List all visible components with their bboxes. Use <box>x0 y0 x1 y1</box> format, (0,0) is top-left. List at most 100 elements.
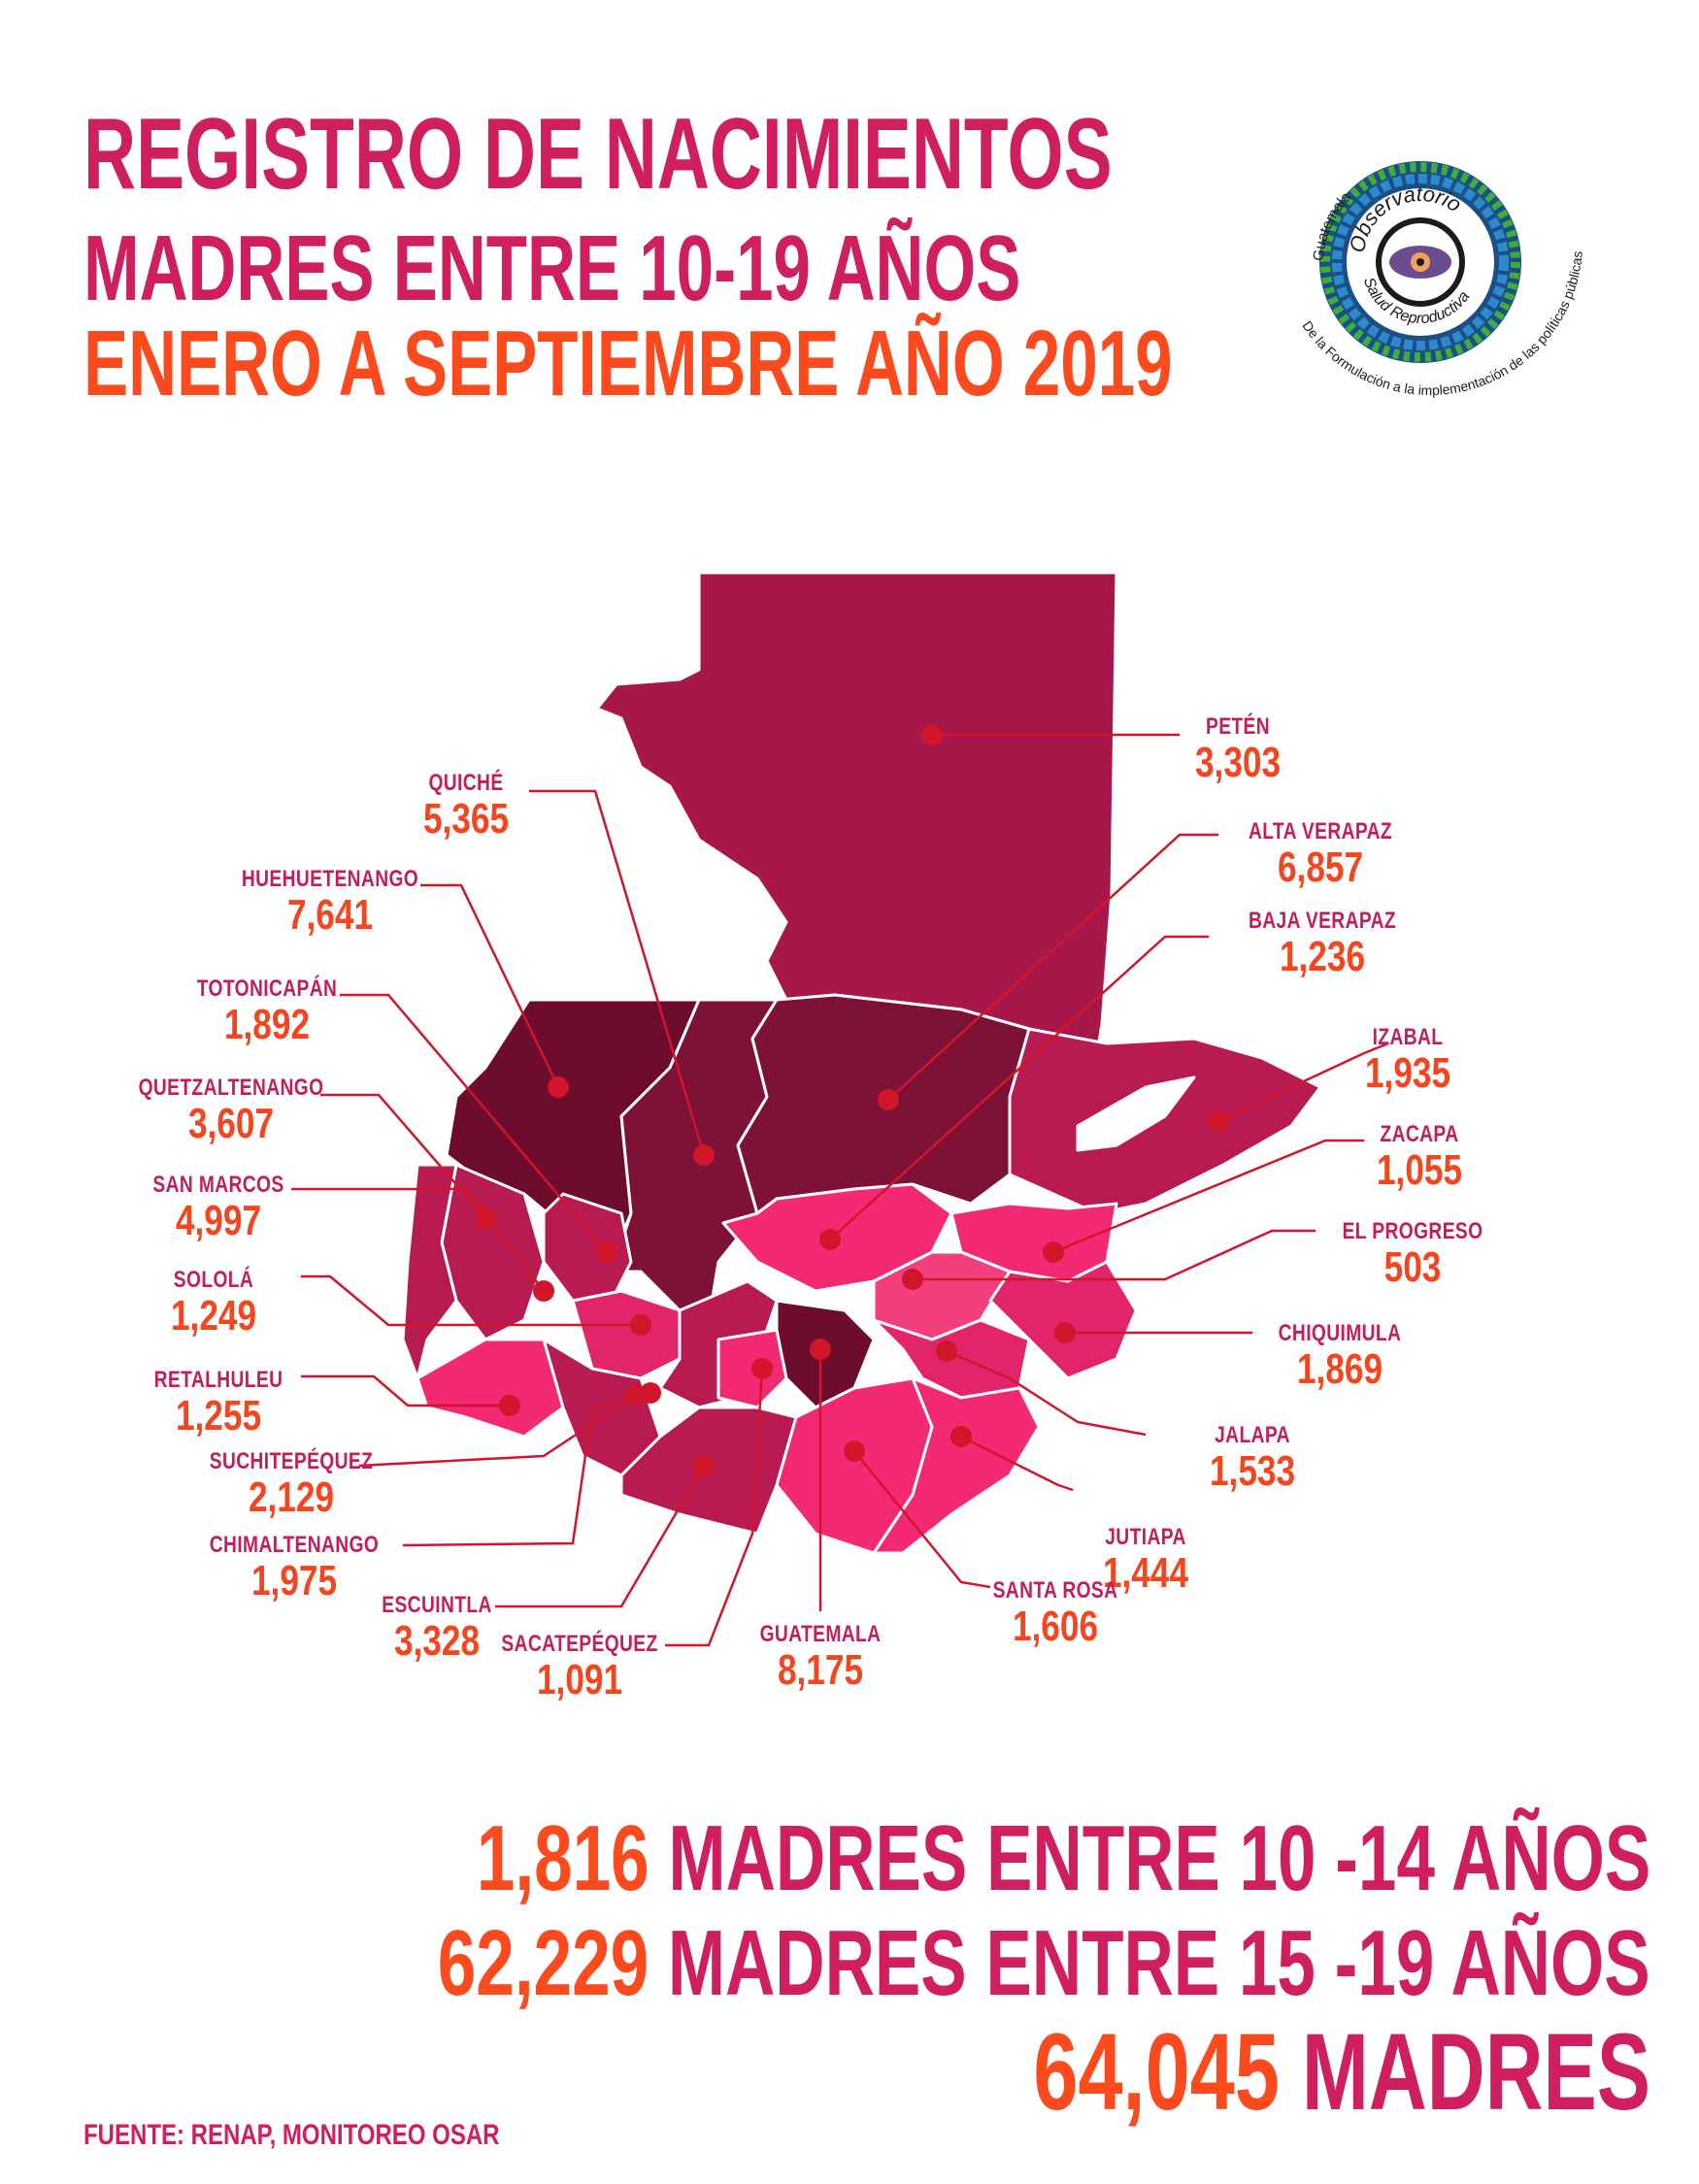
department-label-petén: PETÉN 3,303 <box>1184 713 1291 785</box>
marker-izabal <box>1208 1110 1229 1132</box>
summary-15-19-number: 62,229 <box>438 1911 650 2015</box>
marker-el-progreso <box>902 1269 923 1290</box>
observatorio-logo: Guatemala Observatorio Salud Reproductiv… <box>1299 161 1585 398</box>
leader-line-san-marcos <box>291 1187 545 1292</box>
marker-petén <box>921 724 943 745</box>
department-value: 1,606 <box>1012 1603 1099 1650</box>
department-label-zacapa: ZACAPA 1,055 <box>1366 1121 1473 1193</box>
summary-10-14-number: 1,816 <box>476 1806 650 1910</box>
marker-retalhuleu <box>499 1395 520 1416</box>
region-chiquimula <box>988 1260 1138 1380</box>
department-name: QUETZALTENANGO <box>138 1075 324 1101</box>
department-value: 4,997 <box>175 1197 262 1244</box>
department-name: IZABAL <box>1372 1024 1444 1050</box>
department-value: 1,533 <box>1209 1447 1296 1495</box>
department-label-alta-verapaz: ALTA VERAPAZ 6,857 <box>1230 818 1410 890</box>
leader-line-sololá <box>301 1274 641 1327</box>
marker-sololá <box>630 1314 651 1336</box>
department-value: 3,328 <box>393 1617 481 1665</box>
title-line-3: ENERO A SEPTIEMBRE AÑO 2019 <box>83 312 1173 415</box>
department-value: 1,255 <box>175 1392 262 1439</box>
summary-total-number: 64,045 <box>1033 2011 1280 2133</box>
region-izabal <box>1008 1027 1322 1215</box>
department-value: 3,303 <box>1194 739 1282 786</box>
summary-15-19: 62,229 MADRES ENTRE 15 -19 AÑOS <box>438 1910 1650 2017</box>
department-name: CHIMALTENANGO <box>209 1532 380 1558</box>
marker-baja-verapaz <box>819 1229 841 1250</box>
department-label-baja-verapaz: BAJA VERAPAZ 1,236 <box>1230 908 1415 979</box>
department-label-suchitepéquez: SUCHITEPÉQUEZ 2,129 <box>189 1448 394 1520</box>
department-label-jutiapa: JUTIAPA 1,444 <box>1092 1524 1199 1596</box>
department-label-quiché: QUICHÉ 5,365 <box>413 770 519 842</box>
marker-alta-verapaz <box>878 1089 899 1110</box>
lake-izabal <box>1076 1075 1196 1152</box>
department-label-san-marcos: SAN MARCOS 4,997 <box>136 1172 300 1243</box>
department-label-el-progreso: EL PROGRESO 503 <box>1324 1218 1500 1290</box>
marker-quiché <box>693 1144 715 1166</box>
department-name: SUCHITEPÉQUEZ <box>209 1448 374 1474</box>
department-name: SOLOLÁ <box>173 1267 254 1293</box>
marker-guatemala <box>810 1339 831 1360</box>
leader-line-escuintla <box>495 1465 706 1608</box>
department-name: ZACAPA <box>1380 1121 1459 1147</box>
leader-line-jalapa <box>946 1349 1147 1437</box>
department-name: EL PROGRESO <box>1342 1218 1483 1244</box>
department-value: 8,175 <box>777 1646 864 1694</box>
marker-jutiapa <box>950 1426 972 1447</box>
department-name: SANTA ROSA <box>992 1577 1118 1604</box>
summary-10-14: 1,816 MADRES ENTRE 10 -14 AÑOS <box>477 1805 1650 1912</box>
department-name: SACATEPÉQUEZ <box>501 1631 658 1657</box>
department-label-izabal: IZABAL 1,935 <box>1354 1024 1461 1096</box>
department-value: 1,892 <box>223 1001 311 1048</box>
leader-line-izabal <box>1217 1042 1389 1123</box>
marker-quetzaltenango <box>475 1208 496 1229</box>
department-label-quetzaltenango: QUETZALTENANGO 3,607 <box>116 1075 348 1146</box>
department-name: PETÉN <box>1205 713 1271 740</box>
department-value: 1,091 <box>536 1656 623 1704</box>
region-jutiapa <box>872 1376 1041 1555</box>
department-value: 3,607 <box>187 1100 275 1147</box>
marker-huehuetenango <box>548 1076 569 1098</box>
department-value: 5,365 <box>422 795 510 843</box>
department-name: ALTA VERAPAZ <box>1248 818 1393 844</box>
department-value: 1,869 <box>1296 1345 1383 1393</box>
leader-line-jutiapa <box>960 1435 1074 1492</box>
department-value: 1,935 <box>1364 1049 1451 1097</box>
leader-line-santa-rosa <box>853 1450 991 1589</box>
leader-line-el-progreso <box>913 1229 1316 1281</box>
summary-total: 64,045 MADRES <box>1033 2009 1650 2134</box>
department-name: RETALHULEU <box>153 1367 283 1393</box>
department-name: ESCUINTLA <box>382 1592 492 1618</box>
marker-escuintla <box>693 1455 715 1476</box>
department-label-retalhuleu: RETALHULEU 1,255 <box>138 1367 299 1439</box>
leader-line-sacatepéquez <box>665 1368 764 1647</box>
department-value: 7,641 <box>286 891 374 939</box>
department-label-guatemala: GUATEMALA 8,175 <box>745 1621 896 1693</box>
marker-zacapa <box>1043 1241 1064 1263</box>
department-label-chiquimula: CHIQUIMULA 1,869 <box>1263 1320 1416 1392</box>
marker-totonicapán <box>596 1241 617 1263</box>
leader-line-chimaltenango <box>402 1391 651 1547</box>
region-retalhuleu <box>416 1338 565 1439</box>
leader-line-alta-verapaz <box>887 833 1218 1101</box>
department-value: 1,236 <box>1279 933 1366 980</box>
leader-line-quetzaltenango <box>320 1093 486 1219</box>
department-value: 6,857 <box>1277 844 1364 891</box>
department-name: QUICHÉ <box>428 770 504 796</box>
department-name: JUTIAPA <box>1105 1524 1186 1550</box>
department-label-sololá: SOLOLÁ 1,249 <box>160 1267 267 1339</box>
marker-chiquimula <box>1054 1322 1076 1343</box>
department-value: 1,249 <box>170 1292 257 1340</box>
leader-line-zacapa <box>1052 1139 1364 1254</box>
marker-chimaltenango <box>640 1382 661 1404</box>
title-line-1: REGISTRO DE NACIMIENTOS <box>83 98 1113 211</box>
department-label-escuintla: ESCUINTLA 3,328 <box>368 1592 506 1664</box>
marker-jalapa <box>936 1340 957 1362</box>
region-san-marcos <box>401 1163 458 1380</box>
marker-santa-rosa <box>844 1440 865 1462</box>
department-label-chimaltenango: CHIMALTENANGO 1,975 <box>188 1532 400 1604</box>
leader-line-baja-verapaz <box>829 935 1209 1241</box>
department-value: 1,055 <box>1376 1146 1463 1194</box>
department-name: HUEHUETENANGO <box>241 866 419 892</box>
